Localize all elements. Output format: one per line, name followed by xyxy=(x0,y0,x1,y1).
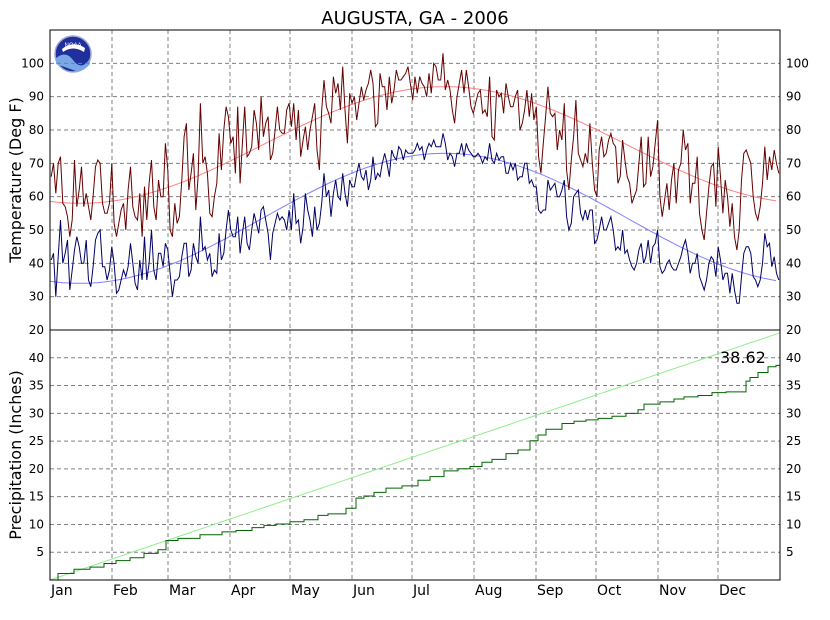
temperature-tick-label-left: 100 xyxy=(21,56,44,70)
precipitation-tick-label-right: 10 xyxy=(786,517,801,531)
chart-title: AUGUSTA, GA - 2006 xyxy=(321,8,508,29)
normal-precipitation-line xyxy=(49,332,781,581)
month-label: Dec xyxy=(719,583,746,599)
temperature-tick-label-left: 20 xyxy=(29,323,44,337)
temperature-grid xyxy=(50,30,780,330)
temperature-tick-label-right: 20 xyxy=(786,323,801,337)
observed-high-line xyxy=(50,53,780,251)
precipitation-tick-label-left: 5 xyxy=(36,545,44,559)
svg-text:NOAA: NOAA xyxy=(64,43,81,49)
precipitation-tick-label-right: 40 xyxy=(786,351,801,365)
plot-frame xyxy=(49,29,781,581)
temperature-tick-label-right: 80 xyxy=(786,123,801,137)
month-label: Jun xyxy=(352,583,375,599)
precipitation-tick-label-right: 35 xyxy=(786,379,801,393)
normal-high-line xyxy=(49,86,777,204)
temperature-tick-label-right: 90 xyxy=(786,90,801,104)
precipitation-tick-label-right: 20 xyxy=(786,462,801,476)
observed-low-line xyxy=(50,133,780,304)
precipitation-tick-label-left: 15 xyxy=(29,490,44,504)
month-label: Mar xyxy=(169,583,196,599)
month-axis: Jan Feb Mar Apr May Jun Jul Aug Sep Oct Nov Dec xyxy=(50,583,746,599)
precipitation-tick-label-right: 30 xyxy=(786,406,801,420)
month-label: Feb xyxy=(113,583,138,599)
precipitation-grid xyxy=(50,330,780,580)
month-label: Apr xyxy=(231,583,255,599)
temperature-tick-label-left: 80 xyxy=(29,123,44,137)
month-label: Oct xyxy=(597,583,622,599)
precipitation-tick-label-left: 40 xyxy=(29,351,44,365)
temperature-axis-label: Temperature (Deg F) xyxy=(6,97,25,264)
precipitation-axis-label: Precipitation (Inches) xyxy=(6,370,25,540)
temperature-tick-label-right: 40 xyxy=(786,256,801,270)
month-label: Jan xyxy=(50,583,73,599)
observed-precipitation-line xyxy=(50,364,780,581)
temperature-tick-label-left: 30 xyxy=(29,290,44,304)
precipitation-tick-label-left: 35 xyxy=(29,379,44,393)
month-label: Sep xyxy=(537,583,564,599)
month-label: Aug xyxy=(475,583,502,599)
temperature-tick-label-left: 40 xyxy=(29,256,44,270)
temperature-tick-label-left: 70 xyxy=(29,156,44,170)
temperature-tick-label-left: 50 xyxy=(29,223,44,237)
temperature-tick-label-left: 90 xyxy=(29,90,44,104)
precipitation-tick-label-right: 5 xyxy=(786,545,794,559)
precipitation-axis-ticks: 5 5 10 10 15 15 20 20 25 25 30 30 35 35 40 40 xyxy=(29,351,802,559)
temperature-tick-label-right: 100 xyxy=(786,56,809,70)
temperature-tick-label-right: 60 xyxy=(786,190,801,204)
temperature-tick-label-right: 70 xyxy=(786,156,801,170)
precipitation-tick-label-left: 10 xyxy=(29,517,44,531)
temperature-tick-label-left: 60 xyxy=(29,190,44,204)
precipitation-tick-label-left: 25 xyxy=(29,434,44,448)
precipitation-tick-label-left: 30 xyxy=(29,406,44,420)
precipitation-tick-label-left: 20 xyxy=(29,462,44,476)
month-label: Jul xyxy=(412,583,430,599)
noaa-logo: NOAA xyxy=(54,35,92,73)
precipitation-tick-label-right: 15 xyxy=(786,490,801,504)
normal-low-line xyxy=(49,152,777,284)
month-label: May xyxy=(291,583,320,599)
precipitation-total-label: 38.62 xyxy=(720,348,766,367)
precipitation-tick-label-right: 25 xyxy=(786,434,801,448)
temperature-axis-ticks: 30 30 40 40 50 50 60 60 70 70 80 80 90 90 100 100 20 20 xyxy=(21,56,809,337)
temperature-tick-label-right: 30 xyxy=(786,290,801,304)
month-label: Nov xyxy=(659,583,686,599)
temperature-tick-label-right: 50 xyxy=(786,223,801,237)
